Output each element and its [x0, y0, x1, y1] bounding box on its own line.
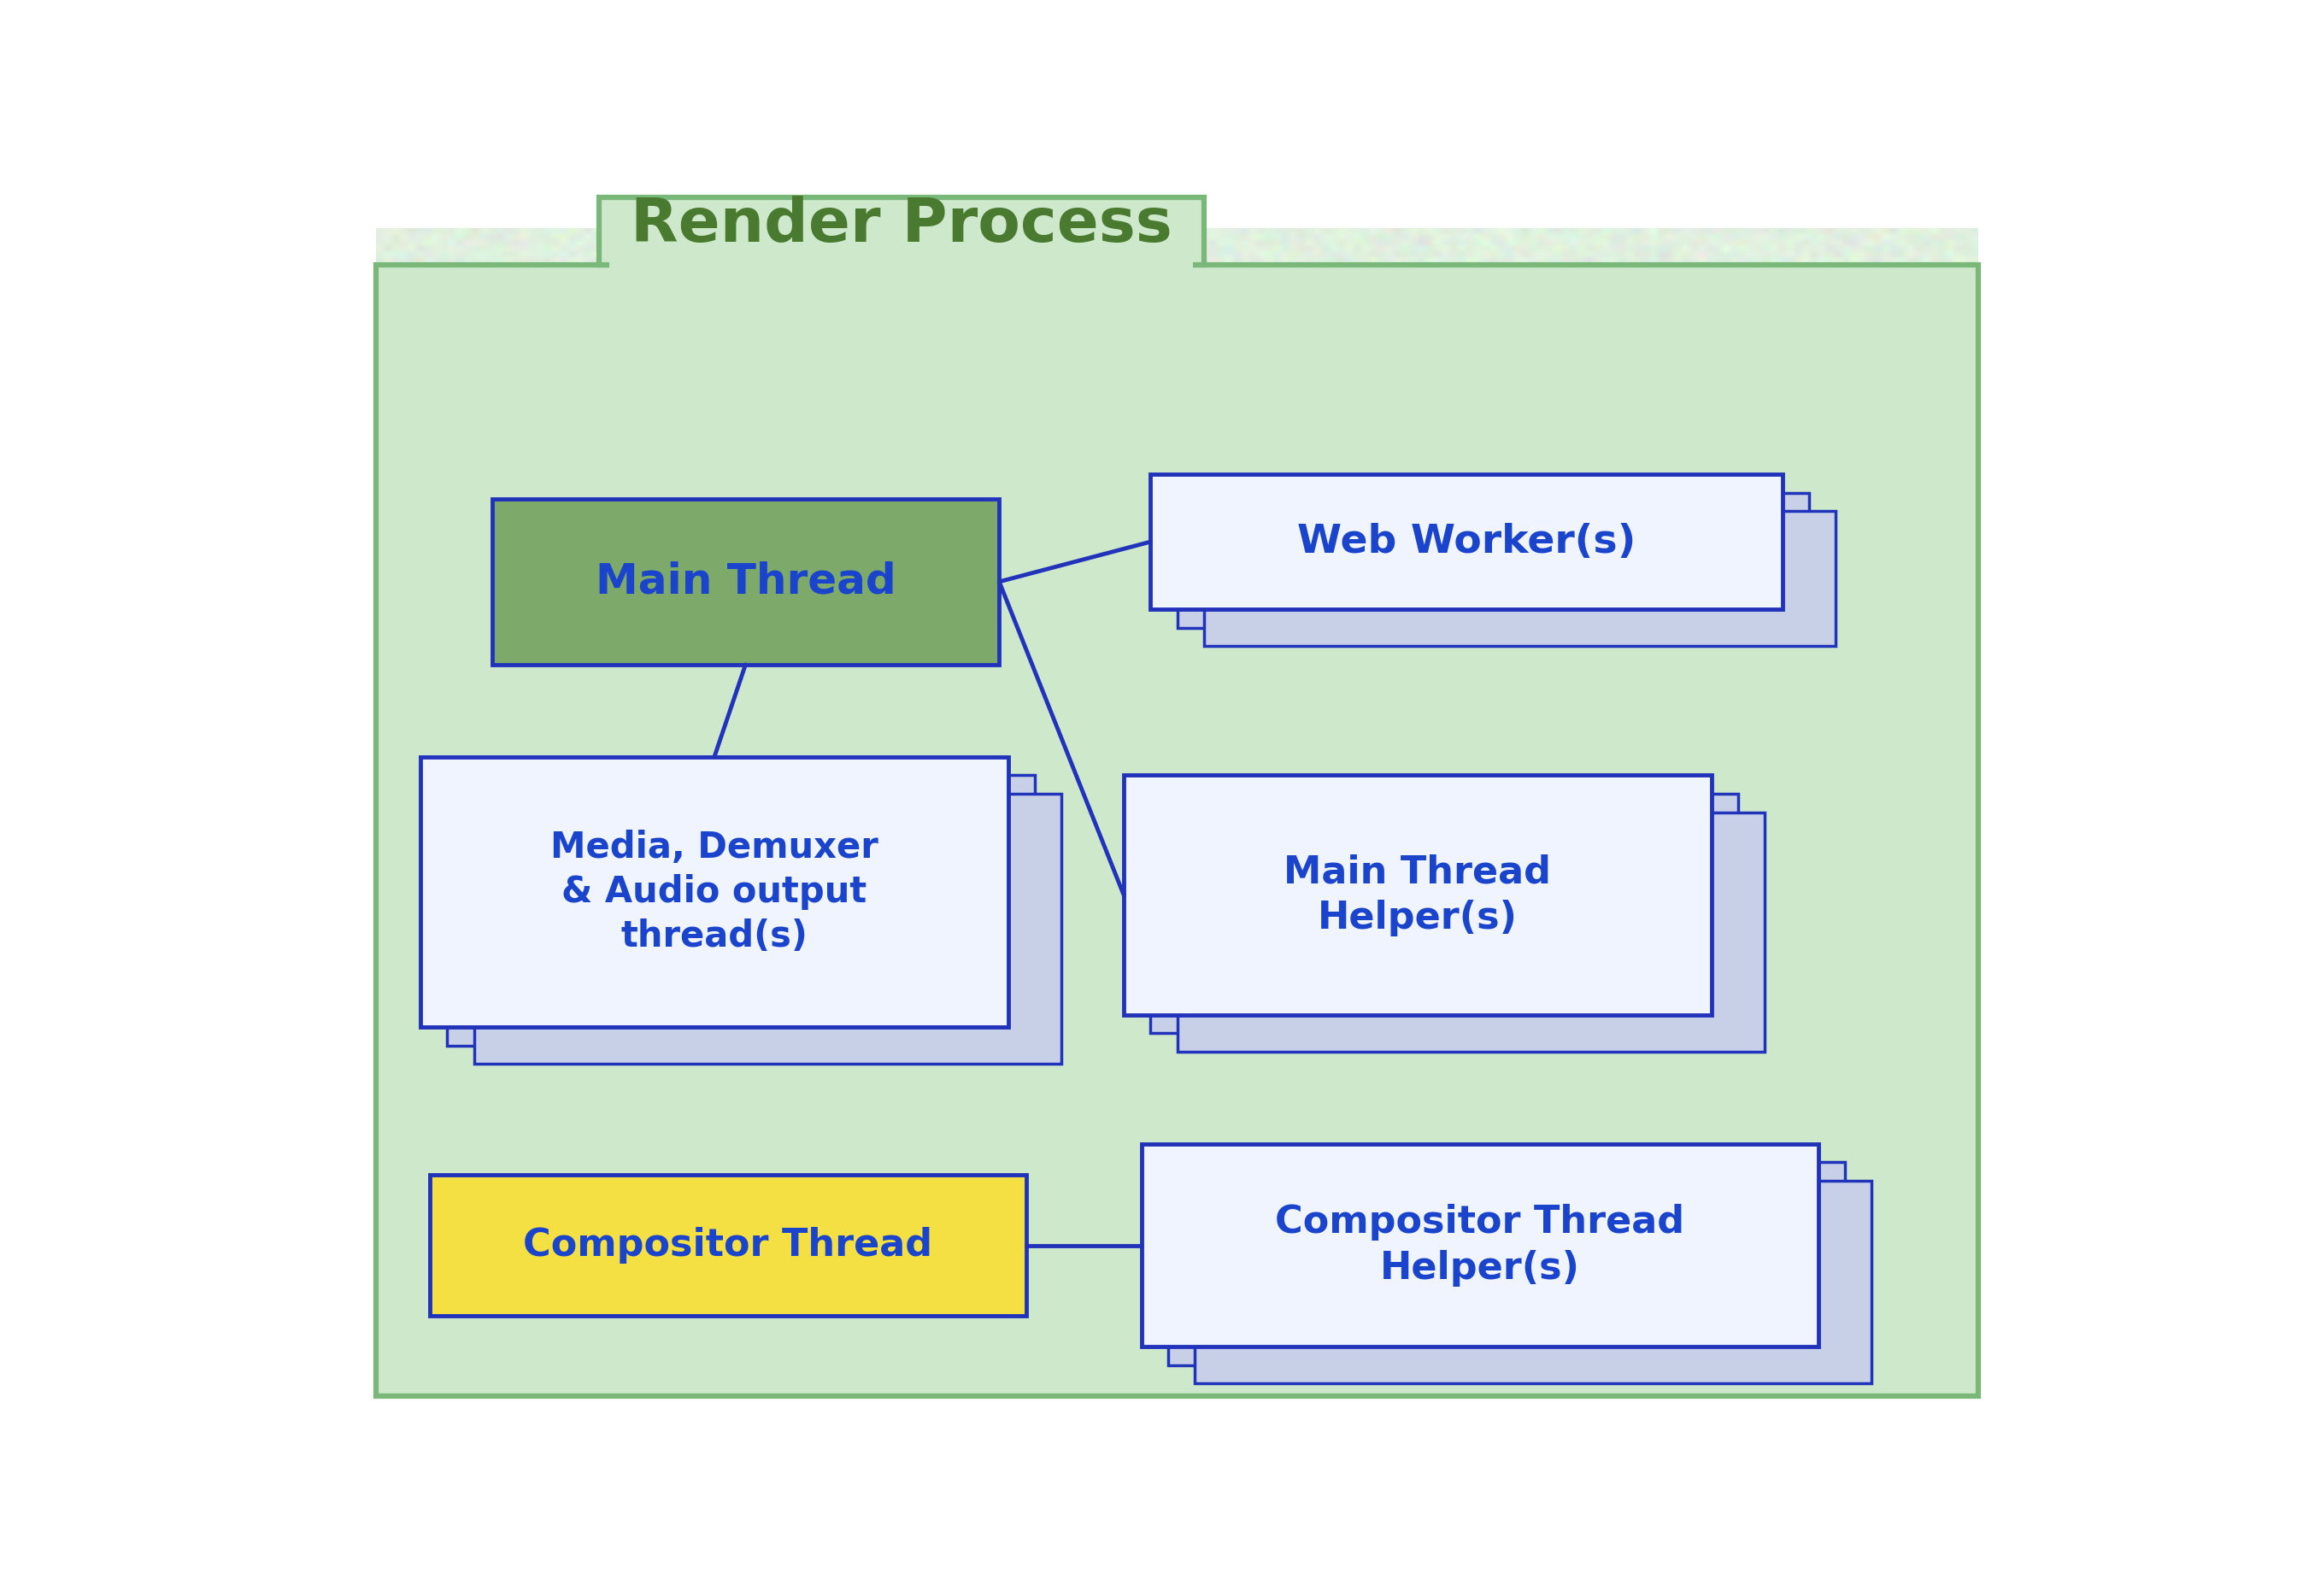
FancyBboxPatch shape: [448, 776, 1036, 1045]
Text: Web Worker(s): Web Worker(s): [1298, 522, 1635, 560]
Text: Render Process: Render Process: [629, 196, 1171, 255]
FancyBboxPatch shape: [492, 498, 999, 664]
FancyBboxPatch shape: [1178, 812, 1764, 1052]
FancyBboxPatch shape: [609, 249, 1192, 271]
FancyBboxPatch shape: [1123, 776, 1711, 1015]
Text: Main Thread: Main Thread: [595, 562, 896, 602]
Text: Compositor Thread: Compositor Thread: [524, 1227, 933, 1264]
FancyBboxPatch shape: [1151, 474, 1782, 610]
FancyBboxPatch shape: [1151, 793, 1739, 1033]
FancyBboxPatch shape: [473, 793, 1061, 1065]
FancyBboxPatch shape: [420, 757, 1008, 1028]
FancyBboxPatch shape: [1194, 1181, 1872, 1384]
FancyBboxPatch shape: [430, 1175, 1027, 1317]
FancyBboxPatch shape: [1169, 1162, 1844, 1365]
FancyBboxPatch shape: [377, 265, 1978, 1396]
FancyBboxPatch shape: [1142, 1144, 1819, 1347]
FancyBboxPatch shape: [1178, 493, 1810, 627]
FancyBboxPatch shape: [1204, 511, 1835, 646]
Text: Main Thread
Helper(s): Main Thread Helper(s): [1284, 854, 1550, 937]
Text: Media, Demuxer
& Audio output
thread(s): Media, Demuxer & Audio output thread(s): [551, 830, 877, 954]
FancyBboxPatch shape: [600, 198, 1204, 265]
Text: Compositor Thread
Helper(s): Compositor Thread Helper(s): [1275, 1205, 1684, 1286]
